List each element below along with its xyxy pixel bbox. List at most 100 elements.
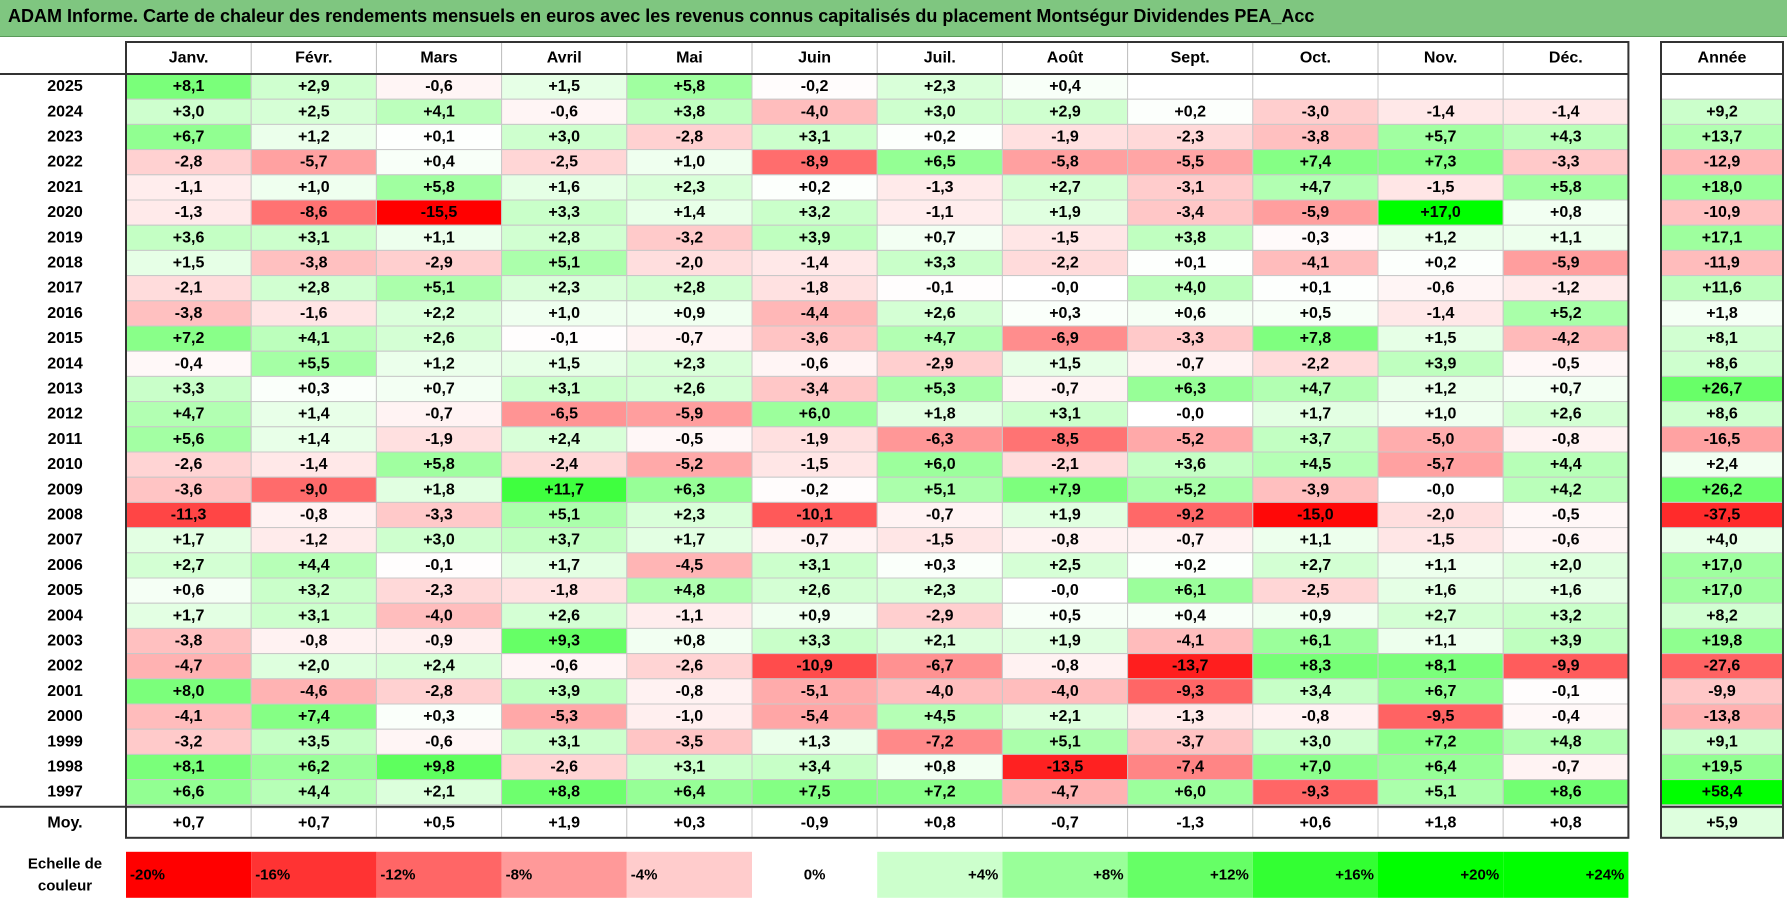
heatmap-cell: [626, 275, 753, 302]
cell-value: +1,6: [548, 179, 580, 196]
title-bar: ADAM Informe. Carte de chaleur des rende…: [0, 0, 1787, 37]
annual-value: +18,0: [1702, 179, 1743, 196]
heatmap-cell: [1252, 98, 1379, 125]
cell-value: -5,2: [1176, 431, 1204, 448]
cell-value: -3,1: [1176, 179, 1204, 196]
cell-value: -3,6: [801, 330, 829, 347]
heatmap-cell: [751, 249, 878, 277]
cell-value: +4,5: [924, 708, 956, 725]
cell-value: -0,8: [1051, 532, 1079, 549]
row-year-label: 2021: [47, 179, 83, 196]
cell-value: +17,0: [1420, 204, 1461, 221]
heatmap-cell: [751, 300, 878, 327]
annual-value: +9,1: [1706, 733, 1738, 750]
cell-value: +0,4: [1049, 78, 1081, 95]
row-year-label: 1998: [47, 759, 83, 776]
scale-label-line2: couleur: [38, 877, 92, 894]
average-value: +0,7: [298, 814, 330, 831]
cell-value: -3,2: [175, 733, 203, 750]
annual-cell: [1660, 325, 1784, 352]
cell-value: -0,7: [1051, 381, 1079, 398]
heatmap-cell: [1502, 678, 1629, 705]
heatmap-cell: [626, 527, 753, 554]
heatmap-cell: [1377, 73, 1504, 100]
average-value: +1,9: [548, 814, 580, 831]
heatmap-cell: [125, 199, 252, 226]
average-cell: [375, 807, 503, 839]
cell-value: +5,1: [1425, 784, 1457, 801]
cell-value: +1,8: [423, 481, 455, 498]
annual-cell: [1660, 199, 1784, 226]
cell-value: +4,7: [924, 330, 956, 347]
cell-value: +6,7: [173, 129, 205, 146]
cell-value: +2,8: [548, 229, 580, 246]
cell-value: -2,3: [1176, 129, 1204, 146]
annual-cell: [1660, 426, 1784, 453]
heatmap-cell: [626, 350, 753, 377]
cell-value: +0,5: [1300, 305, 1332, 322]
cell-value: +1,4: [674, 204, 706, 221]
column-header-1: Févr.: [295, 50, 332, 67]
heatmap-cell: [375, 451, 503, 478]
cell-value: +2,8: [298, 280, 330, 297]
cell-value: -9,0: [300, 481, 328, 498]
cell-value: -0,7: [425, 406, 453, 423]
cell-value: -0,6: [550, 658, 578, 675]
cell-value: -5,2: [676, 456, 704, 473]
heatmap-cell: [375, 300, 503, 327]
column-header-6: Juil.: [924, 50, 956, 67]
annual-cell: [1660, 401, 1784, 428]
cell-value: +2,3: [548, 280, 580, 297]
annual-value: +26,2: [1702, 481, 1743, 498]
heatmap-cell: [1252, 350, 1379, 377]
heatmap-cell: [751, 527, 878, 554]
cell-value: +5,8: [674, 78, 706, 95]
cell-value: +8,1: [173, 759, 205, 776]
cell-value: -0,7: [676, 330, 704, 347]
heatmap-cell: [626, 451, 753, 478]
heatmap-cell: [626, 678, 753, 705]
cell-value: -0,7: [801, 532, 829, 549]
scale-stop-label: -8%: [506, 866, 533, 883]
heatmap-cell: [1001, 779, 1129, 806]
cell-value: -0,6: [550, 103, 578, 120]
heatmap-cell: [1127, 653, 1254, 680]
heatmap-cell: [501, 375, 628, 403]
cell-value: +2,6: [674, 381, 706, 398]
cell-value: -0,3: [1302, 229, 1330, 246]
heatmap-cell: [626, 653, 753, 680]
cell-value: -9,9: [1552, 658, 1580, 675]
heatmap-cell: [876, 501, 1003, 529]
cell-value: -6,3: [926, 431, 954, 448]
heatmap-cell: [1377, 426, 1504, 453]
cell-value: +2,2: [423, 305, 455, 322]
cell-value: -9,5: [1427, 708, 1455, 725]
cell-value: -9,2: [1176, 507, 1204, 524]
row-year-label: 2014: [47, 355, 83, 372]
annual-cell: [1660, 275, 1784, 302]
cell-value: -4,4: [801, 305, 829, 322]
cell-value: +1,6: [1550, 582, 1582, 599]
cell-value: +2,1: [1049, 708, 1081, 725]
cell-value: +3,1: [799, 129, 831, 146]
annual-value: +17,0: [1702, 557, 1743, 574]
average-value: +0,8: [924, 814, 956, 831]
cell-value: +0,8: [1550, 204, 1582, 221]
scale-swatch: [752, 851, 878, 898]
cell-value: +3,2: [298, 582, 330, 599]
heatmap-cell: [1001, 753, 1129, 781]
cell-value: -4,0: [1051, 683, 1079, 700]
cell-value: +3,1: [548, 381, 580, 398]
heatmap-cell: [250, 98, 377, 125]
row-year-label: 2008: [47, 507, 83, 524]
cell-value: +3,4: [1300, 683, 1332, 700]
heatmap-cell: [1127, 149, 1254, 176]
cell-value: +2,0: [1550, 557, 1582, 574]
cell-value: +4,1: [298, 330, 330, 347]
cell-value: +5,6: [173, 431, 205, 448]
cell-value: -1,3: [926, 179, 954, 196]
heatmap-cell: [375, 73, 503, 100]
cell-value: +6,0: [799, 406, 831, 423]
cell-value: +1,5: [548, 355, 580, 372]
cell-value: -11,3: [171, 507, 207, 524]
